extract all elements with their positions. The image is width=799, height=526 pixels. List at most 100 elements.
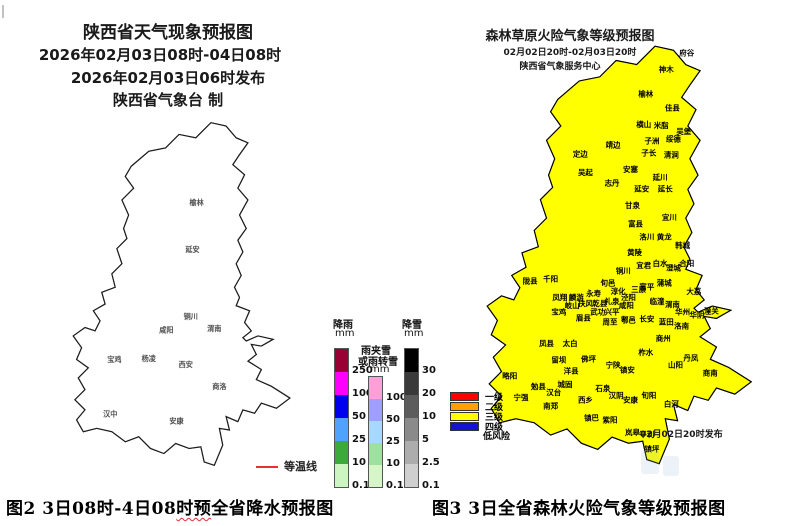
city-label: 榆林 (190, 198, 205, 207)
county-label: 子长 (641, 148, 656, 158)
scale-value: 20 (422, 388, 436, 399)
fire-legend-row: 三级 (450, 411, 510, 423)
left-map-producer: 陕西省气象台 制 (112, 91, 224, 109)
snow-legend-unit: mm (404, 328, 424, 339)
fire-level-label: 一级 (485, 392, 504, 403)
scale-value: 0.1 (422, 480, 440, 491)
scale-value: 50 (352, 411, 366, 422)
county-label: 洛南 (674, 321, 689, 331)
fire-level-swatch (450, 411, 479, 421)
county-label: 鄠邑 (621, 314, 636, 324)
county-label: 神木 (659, 64, 674, 74)
low-risk-label: 低风险 (483, 432, 511, 442)
county-label: 太白 (563, 338, 578, 348)
county-label: 淳化 (611, 286, 626, 296)
scale-value: 50 (386, 414, 400, 425)
county-label: 吴起 (578, 167, 593, 177)
scale-value: 100 (386, 392, 407, 403)
fire-legend-row: 四级 (450, 421, 510, 433)
scale-value: 10 (352, 457, 366, 468)
city-label: 铜川 (184, 312, 198, 321)
fire-legend-row: 二级 (450, 401, 510, 413)
city-label: 商洛 (212, 382, 227, 391)
county-label: 富平 (639, 282, 654, 292)
county-label: 陇县 (523, 276, 538, 286)
county-label: 志丹 (605, 177, 620, 187)
scale-segment (405, 441, 418, 464)
county-label: 黄龙 (657, 232, 672, 242)
fire-level-label: 二级 (485, 402, 504, 413)
watermark (641, 450, 659, 474)
fire-map-issue-note: 02月02日20时发布 (640, 430, 723, 440)
county-label: 府谷 (679, 47, 694, 57)
city-label: 延安 (184, 245, 199, 254)
city-label: 安康 (169, 416, 184, 425)
scale-segment (405, 418, 418, 441)
sleet-legend-title2: 或雨转雪 (358, 357, 398, 368)
scale-segment (335, 441, 348, 464)
county-label: 礼泉 (605, 296, 620, 306)
fire-level-swatch (450, 391, 479, 401)
county-label: 宁陕 (606, 359, 621, 369)
city-label: 汉中 (103, 410, 117, 419)
county-label: 澄城 (666, 262, 681, 272)
county-label: 旬阳 (640, 390, 656, 400)
county-label: 安康 (623, 394, 638, 404)
scale-value: 25 (352, 434, 366, 445)
fire-level-label: 四级 (485, 422, 504, 433)
caption-text: 全省降水预报图 (211, 499, 334, 519)
county-label: 凤翔 (552, 292, 567, 302)
left-map-valid-time: 2026年02月03日08时-04日08时 (38, 46, 282, 64)
county-label: 周至 (603, 318, 618, 327)
county-label: 旬邑 (599, 278, 615, 288)
county-label: 南郑 (543, 400, 558, 410)
county-label: 蓝田 (659, 317, 674, 327)
scale-value: 250 (352, 365, 373, 376)
county-label: 定边 (573, 149, 588, 159)
scale-segment (369, 421, 382, 443)
page-edge-artifact (2, 5, 4, 18)
county-label: 城固 (558, 379, 573, 389)
county-label: 延安 (633, 183, 649, 193)
county-label: 吴堡 (676, 126, 691, 136)
county-label: 千阳 (543, 274, 558, 284)
fire-level-legend: 一级 二级 三级 四级 低风险 (450, 391, 510, 443)
scale-segment (369, 399, 382, 421)
county-label: 洋县 (564, 366, 579, 376)
county-label: 佛坪 (580, 353, 596, 363)
county-label: 安塞 (623, 164, 638, 174)
fire-level-swatch (450, 421, 479, 431)
county-label: 凤县 (539, 339, 554, 348)
county-label: 蒲城 (657, 278, 672, 288)
county-label: 勉县 (530, 381, 546, 391)
county-label: 富县 (628, 218, 643, 228)
county-label: 铜川 (616, 265, 631, 275)
fire-map-producer: 陕西省气象服务中心 (519, 62, 601, 72)
figure2-caption: 图2 3日08时-4日08时预全省降水预报图 (6, 494, 334, 519)
scale-segment (405, 395, 418, 418)
city-label: 杨凌 (142, 354, 157, 363)
county-label: 山阳 (668, 359, 683, 369)
scale-value: 10 (422, 411, 436, 422)
scale-value: 5 (422, 434, 429, 445)
county-label: 延长 (657, 183, 673, 193)
county-label: 洛川 (639, 232, 654, 242)
left-map-issue-time: 2026年02月03日06时发布 (70, 69, 266, 87)
county-label: 临潼 (650, 296, 665, 306)
scale-segment (335, 418, 348, 441)
county-label: 兴平 (605, 306, 620, 316)
county-label: 永寿 (585, 288, 601, 298)
county-label: 子洲 (644, 136, 659, 145)
scale-segment (369, 465, 382, 487)
left-map-title: 陕西省天气现象预报图 (83, 23, 253, 43)
county-label: 乾县 (592, 298, 607, 308)
scale-value: 0.1 (386, 480, 404, 491)
scale-segment (335, 349, 348, 372)
county-label: 汉台 (546, 387, 561, 397)
county-label: 镇坪 (644, 443, 659, 453)
city-label: 宝鸡 (107, 355, 121, 364)
county-label: 柞水 (637, 347, 653, 357)
county-label: 潼关 (704, 305, 719, 315)
county-label: 韩城 (675, 240, 690, 250)
